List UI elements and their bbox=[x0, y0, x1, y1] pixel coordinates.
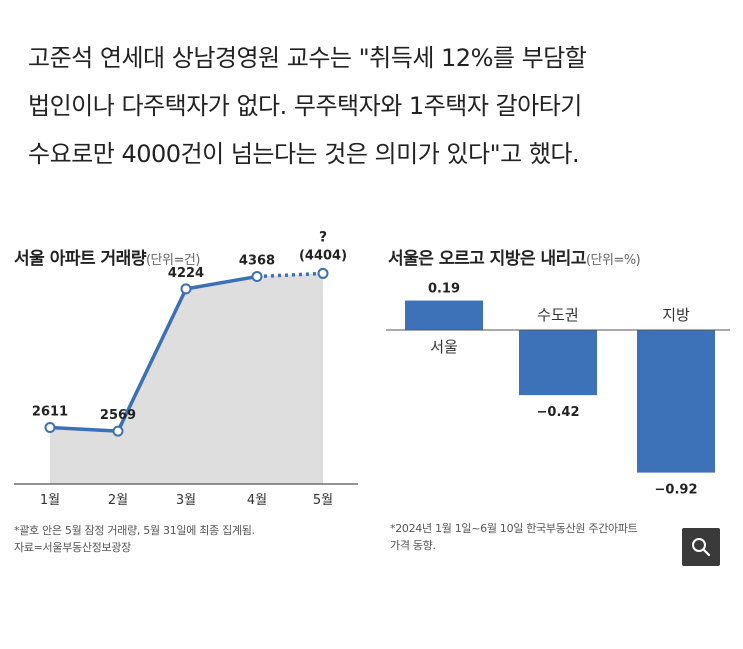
data-label: −0.42 bbox=[537, 405, 580, 420]
x-tick-label: 5월 bbox=[313, 493, 333, 508]
line-point bbox=[180, 283, 192, 295]
category-label: 서울 bbox=[430, 338, 458, 356]
right-chart-note-line-2: 가격 동향. bbox=[390, 539, 436, 552]
article-quote: 고준석 연세대 상남경영원 교수는 "취득세 12%를 부담할 법인이나 다주택… bbox=[28, 34, 718, 178]
data-label: (4404) bbox=[299, 248, 347, 263]
line-point bbox=[251, 271, 263, 283]
category-label: 수도권 bbox=[537, 306, 578, 324]
x-tick-label: 2월 bbox=[108, 493, 128, 508]
right-chart-title-text: 서울은 오르고 지방은 내리고 bbox=[388, 249, 586, 269]
data-label: 4368 bbox=[239, 254, 275, 269]
right-chart-unit: (단위=%) bbox=[585, 253, 641, 268]
zoom-button[interactable] bbox=[682, 528, 720, 566]
data-label: 4224 bbox=[168, 266, 204, 281]
data-label: 2569 bbox=[100, 408, 136, 423]
data-label: 2611 bbox=[32, 404, 68, 419]
bar bbox=[637, 330, 715, 473]
left-chart-note: *괄호 안은 5월 잠정 거래량, 5월 31일에 최종 집계됨. 자료=서울부… bbox=[14, 522, 255, 556]
right-chart-note-line-1: *2024년 1월 1일~6월 10일 한국부동산원 주간아파트 bbox=[390, 522, 638, 535]
left-chart-note-line-1: *괄호 안은 5월 잠정 거래량, 5월 31일에 최종 집계됨. bbox=[14, 524, 255, 537]
line-series bbox=[49, 274, 258, 433]
x-tick-label: 4월 bbox=[247, 493, 267, 508]
left-chart-source: 자료=서울부동산정보광장 bbox=[14, 541, 131, 554]
right-chart-title: 서울은 오르고 지방은 내리고(단위=%) bbox=[388, 244, 641, 269]
category-label: 지방 bbox=[662, 306, 690, 324]
x-tick-label: 3월 bbox=[176, 493, 196, 508]
left-chart-unit: (단위=건) bbox=[145, 253, 200, 268]
line-point bbox=[112, 425, 124, 437]
quote-line-2: 법인이나 다주택자가 없다. 무주택자와 1주택자 갈아타기 bbox=[28, 92, 582, 120]
data-label: 0.19 bbox=[428, 282, 460, 297]
bar bbox=[405, 300, 483, 330]
line-point bbox=[317, 267, 329, 279]
right-chart-note: *2024년 1월 1일~6월 10일 한국부동산원 주간아파트 가격 동향. bbox=[390, 520, 638, 554]
bar-chart: 0.19 서울 −0.42 수도권 −0.92 지방 bbox=[386, 282, 730, 498]
x-tick-label: 1월 bbox=[40, 493, 60, 508]
provisional-marker: ? bbox=[319, 230, 327, 245]
data-label: −0.92 bbox=[655, 483, 698, 498]
line-point bbox=[44, 421, 56, 433]
quote-line-3: 수요로만 4000건이 넘는다는 것은 의미가 있다"고 했다. bbox=[28, 140, 580, 168]
line-chart: 2611 2569 4224 4368 (4404)? 1월 2월 3월 4월 5월 bbox=[14, 230, 358, 508]
left-chart-title: 서울 아파트 거래량(단위=건) bbox=[14, 244, 200, 269]
quote-line-1: 고준석 연세대 상남경영원 교수는 "취득세 12%를 부담할 bbox=[28, 44, 587, 72]
zoom-search-icon bbox=[692, 538, 711, 557]
left-chart-title-text: 서울 아파트 거래량 bbox=[14, 249, 146, 269]
bar bbox=[519, 330, 597, 396]
line-chart-area bbox=[50, 273, 323, 484]
